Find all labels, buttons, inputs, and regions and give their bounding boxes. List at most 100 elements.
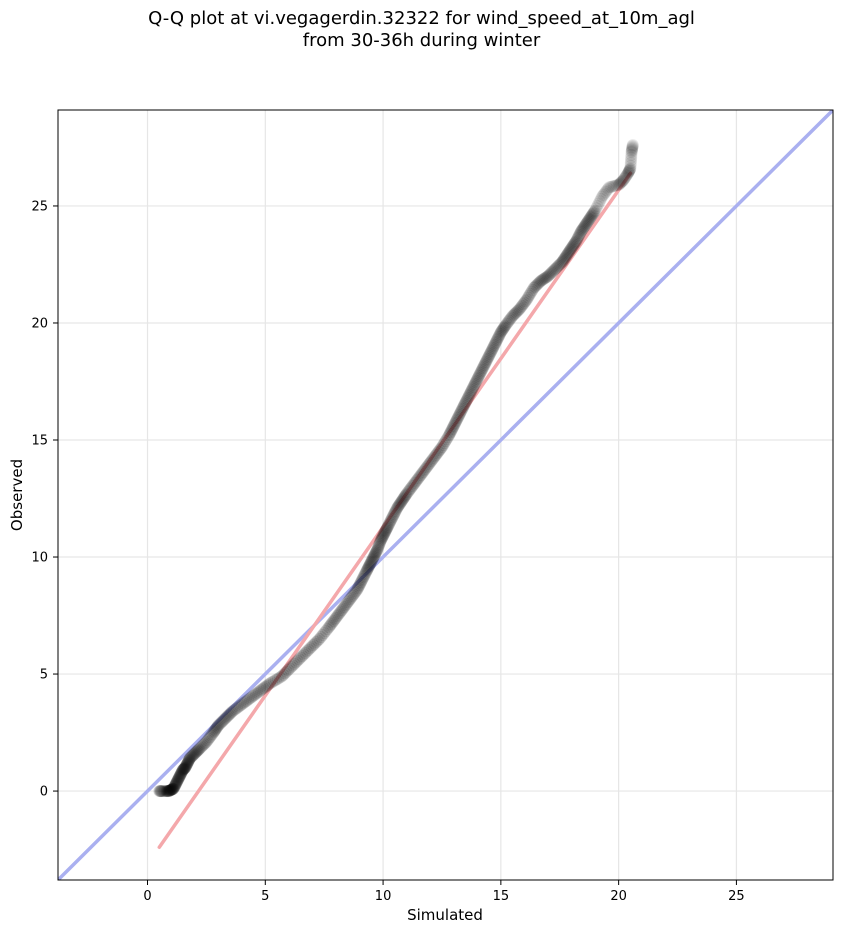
- qq-point: [368, 548, 381, 561]
- qq-point: [493, 329, 506, 342]
- qq-point: [183, 753, 196, 766]
- qq-point: [158, 785, 171, 798]
- qq-point: [305, 640, 318, 653]
- qq-point: [513, 302, 526, 315]
- qq-point: [543, 269, 556, 281]
- qq-point: [162, 785, 175, 798]
- qq-point: [428, 450, 441, 463]
- qq-point: [240, 694, 253, 707]
- qq-point: [195, 740, 208, 753]
- qq-point: [569, 236, 582, 249]
- qq-point: [173, 771, 186, 784]
- qq-point: [346, 590, 359, 603]
- qq-point: [368, 549, 381, 562]
- qq-point: [460, 394, 473, 407]
- qq-point: [591, 199, 604, 212]
- qq-point: [377, 528, 390, 541]
- qq-point: [166, 783, 179, 796]
- qq-point: [411, 473, 424, 486]
- qq-point: [277, 668, 290, 681]
- qq-point: [466, 382, 479, 395]
- qq-point: [624, 157, 637, 170]
- qq-point: [497, 322, 510, 335]
- qq-point: [570, 235, 583, 248]
- qq-point: [625, 148, 638, 161]
- qq-point: [613, 178, 626, 191]
- qq-point: [154, 785, 167, 798]
- qq-point: [378, 526, 391, 539]
- qq-point: [164, 784, 177, 797]
- qq-point: [577, 222, 590, 235]
- qq-point: [173, 770, 186, 783]
- qq-point: [171, 774, 184, 787]
- qq-point: [310, 636, 323, 649]
- qq-point: [176, 764, 189, 776]
- qq-point: [556, 254, 569, 267]
- qq-point: [267, 675, 280, 688]
- qq-point: [580, 217, 593, 230]
- qq-point: [571, 231, 584, 244]
- qq-point: [401, 486, 414, 499]
- qq-point: [154, 785, 167, 798]
- qq-point: [164, 784, 177, 797]
- qq-point: [372, 540, 385, 553]
- qq-point: [431, 447, 444, 460]
- qq-point: [488, 338, 501, 351]
- qq-point: [506, 309, 519, 322]
- qq-point: [214, 717, 227, 730]
- qq-point: [179, 760, 192, 773]
- qq-point: [170, 777, 183, 790]
- qq-point: [433, 444, 446, 457]
- qq-point: [190, 746, 203, 759]
- qq-point: [526, 283, 539, 296]
- qq-point: [560, 250, 573, 263]
- qq-point: [176, 764, 189, 777]
- qq-point: [572, 230, 585, 243]
- qq-point: [481, 352, 494, 365]
- qq-point: [297, 648, 310, 661]
- qq-point: [510, 306, 523, 319]
- qq-point: [283, 662, 296, 675]
- qq-point: [395, 494, 408, 507]
- qq-point: [533, 276, 546, 289]
- qq-point: [376, 531, 389, 544]
- qq-point: [461, 391, 474, 404]
- qq-point: [169, 778, 182, 791]
- qq-point: [593, 195, 606, 208]
- qq-point: [575, 224, 588, 237]
- qq-point: [484, 346, 497, 359]
- qq-point: [450, 413, 463, 426]
- qq-point: [365, 554, 378, 567]
- qq-point: [568, 237, 581, 250]
- qq-point: [172, 772, 185, 785]
- qq-point: [375, 533, 388, 546]
- qq-point: [426, 453, 439, 466]
- qq-point: [474, 366, 487, 379]
- qq-point: [177, 763, 190, 776]
- qq-point: [391, 501, 404, 514]
- qq-point: [424, 456, 437, 469]
- qq-point: [243, 692, 256, 705]
- qq-point: [621, 168, 634, 181]
- qq-point: [425, 455, 438, 468]
- qq-point: [388, 508, 401, 521]
- qq-point: [210, 721, 223, 734]
- qq-point: [170, 776, 183, 789]
- qq-point: [264, 677, 277, 690]
- qq-point: [423, 458, 436, 471]
- x-tick-label: 0: [143, 889, 151, 904]
- qq-point: [273, 671, 286, 684]
- qq-point: [316, 629, 329, 642]
- qq-point: [157, 785, 170, 798]
- qq-point: [508, 307, 521, 320]
- qq-point: [174, 767, 187, 780]
- chart-title-line1: Q-Q plot at vi.vegagerdin.32322 for wind…: [148, 8, 695, 29]
- qq-point: [215, 716, 228, 729]
- qq-point: [190, 745, 203, 758]
- qq-point: [531, 278, 544, 291]
- qq-point: [574, 227, 587, 240]
- qq-point: [307, 639, 320, 652]
- qq-point: [374, 534, 387, 547]
- qq-point: [245, 691, 258, 704]
- qq-point: [470, 374, 483, 387]
